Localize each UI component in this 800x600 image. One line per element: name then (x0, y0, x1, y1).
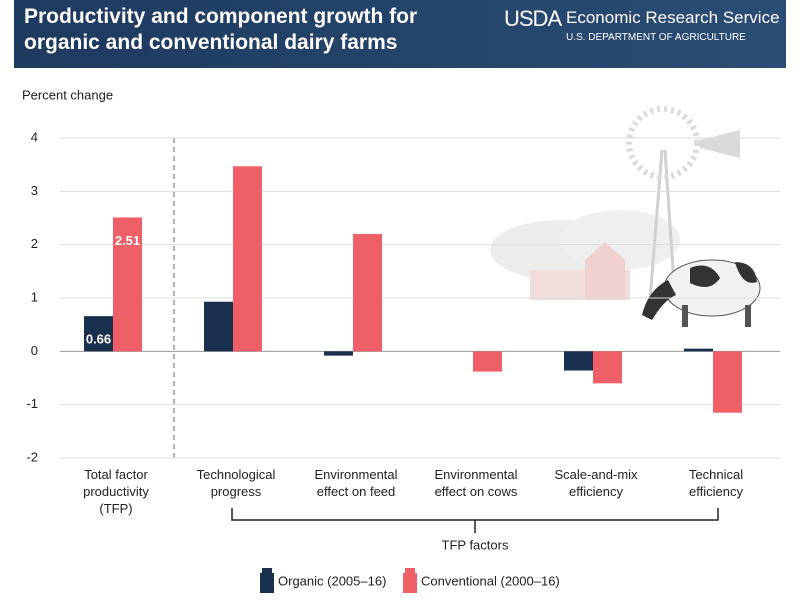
illustration (490, 106, 740, 301)
x-tick-label: Technological progress (197, 467, 276, 499)
bar (473, 351, 502, 372)
bar (324, 351, 353, 356)
header: Productivity and component growth for or… (14, 0, 786, 68)
bar (84, 316, 113, 352)
bar (233, 166, 262, 352)
value-label: 0.66 (86, 332, 111, 347)
agency: Economic Research Service (566, 8, 780, 27)
legend-label: Organic (2005–16) (278, 573, 386, 588)
y-tick-label: -2 (26, 449, 38, 464)
bar (204, 301, 233, 352)
cow (642, 259, 761, 327)
y-tick-label: 3 (31, 183, 38, 198)
y-tick-label: 0 (31, 343, 38, 358)
bar (593, 351, 622, 384)
x-tick-label: Technical efficiency (689, 467, 744, 499)
y-tick-label: 4 (31, 129, 38, 144)
y-axis-label: Percent change (22, 87, 113, 102)
x-tick-label: Scale-and-mix efficiency (554, 467, 638, 499)
legend-swatch (260, 568, 274, 593)
x-tick-label: Environmental effect on cows (434, 467, 517, 499)
bar (713, 351, 742, 413)
x-tick-label: Environmental effect on feed (314, 467, 397, 499)
chart-title: Productivity and component growth for or… (24, 5, 418, 54)
x-tick-label: Total factor productivity (TFP) (83, 467, 149, 516)
value-label: 2.51 (115, 233, 140, 248)
bar (113, 217, 142, 352)
bar (684, 348, 713, 352)
group-label: TFP factors (442, 537, 509, 552)
bracket (231, 508, 719, 533)
logo: USDA (504, 6, 562, 31)
y-tick-label: 1 (31, 289, 38, 304)
legend-label: Conventional (2000–16) (421, 573, 560, 588)
legend-swatch (403, 568, 417, 593)
y-tick-label: 2 (31, 236, 38, 251)
bar (564, 351, 593, 371)
bar (353, 234, 382, 352)
y-tick-label: -1 (26, 396, 38, 411)
department: U.S. DEPARTMENT OF AGRICULTURE (566, 32, 746, 43)
